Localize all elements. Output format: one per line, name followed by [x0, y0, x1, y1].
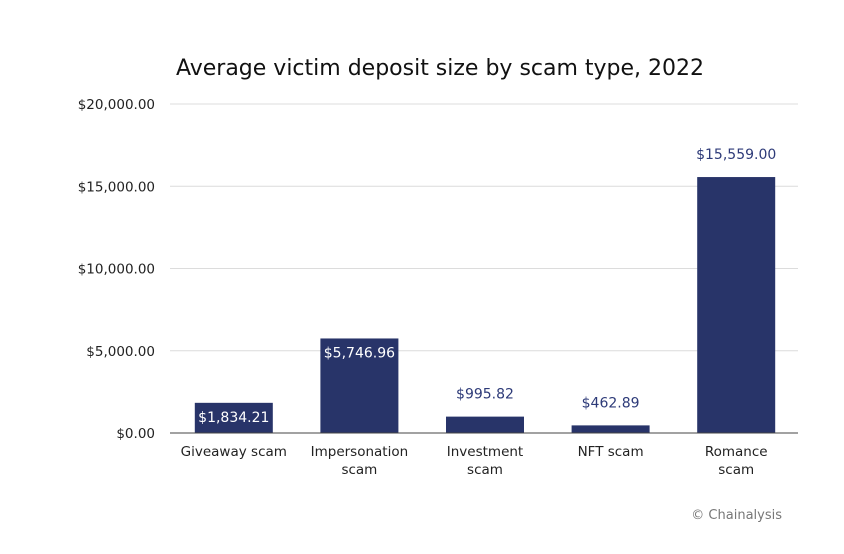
bar: [697, 177, 776, 433]
bar: [320, 338, 399, 433]
data-label: $15,559.00: [696, 147, 776, 163]
x-axis-ticks: Giveaway scam Impersonation scam Investment…: [181, 444, 768, 478]
bars: $1,834.21 $5,746.96 $995.82 $462.89 $15,559.…: [194, 147, 776, 433]
data-label: $995.82: [456, 387, 514, 403]
data-label: $5,746.96: [324, 345, 395, 361]
x-tick-label: Impersonation: [311, 444, 409, 460]
chart-title: Average victim deposit size by scam type…: [176, 56, 704, 81]
x-tick-label: scam: [718, 462, 754, 478]
x-tick-label: scam: [341, 462, 377, 478]
x-tick-label: Romance: [705, 444, 768, 460]
bar: [194, 402, 273, 433]
y-tick-label: $15,000.00: [78, 179, 155, 195]
y-tick-label: $10,000.00: [78, 262, 155, 278]
y-tick-label: $0.00: [116, 426, 155, 442]
y-tick-label: $5,000.00: [86, 344, 155, 360]
x-tick-label: Investment: [447, 444, 523, 460]
bar: [571, 425, 650, 433]
y-axis-ticks: $0.00 $5,000.00 $10,000.00 $15,000.00 $20,00…: [78, 97, 155, 442]
bar: [446, 416, 524, 433]
x-tick-label: NFT scam: [578, 444, 644, 460]
x-tick-label: Giveaway scam: [181, 444, 287, 460]
data-label: $1,834.21: [198, 410, 269, 426]
credit-label: © Chainalysis: [691, 508, 782, 523]
data-label: $462.89: [582, 395, 640, 411]
grid-lines: [170, 103, 798, 352]
y-tick-label: $20,000.00: [78, 97, 155, 113]
x-tick-label: scam: [467, 462, 503, 478]
